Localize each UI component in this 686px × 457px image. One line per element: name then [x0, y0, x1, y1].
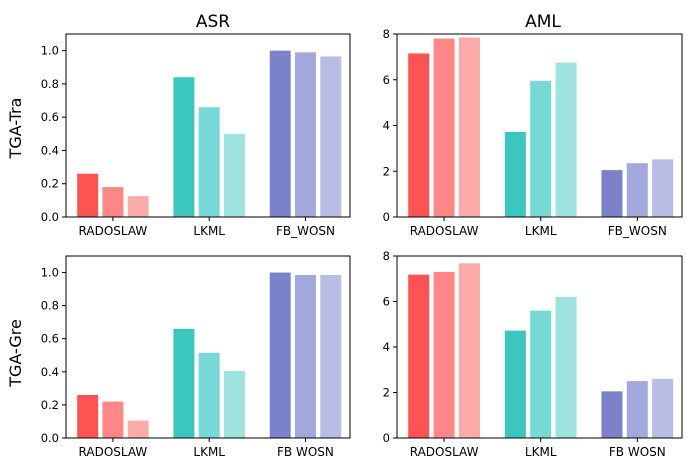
aml-tga-gre-bar	[626, 381, 648, 439]
aml-tga-gre-axes-frame	[396, 255, 683, 439]
asr-tga-tra-bar	[320, 56, 342, 218]
aml-tga-gre-bar	[504, 330, 526, 438]
aml-tga-gre-xtick-label: LKML	[525, 445, 557, 457]
aml-tga-tra-ytick-label: 8	[383, 27, 390, 41]
asr-tga-gre-bar	[198, 352, 220, 438]
asr-tga-tra-axes-frame	[65, 33, 351, 218]
tga-tra-row-label: TGA-Tra	[6, 98, 25, 160]
aml-tga-tra-ytick-label: 2	[383, 164, 390, 178]
aml-tga-tra-panel: RADOSLAW LKML FB_WOSN 0 2 4 6 8	[383, 27, 683, 238]
aml-tga-gre-bar	[433, 271, 455, 438]
aml-tga-tra-ytick-label: 4	[383, 119, 390, 133]
aml-tga-tra-ytick-label: 6	[383, 73, 390, 87]
asr-tga-tra-ytick-label: 0.6	[41, 110, 59, 124]
asr-tga-tra-ytick-label: 0.2	[41, 177, 59, 191]
aml-tga-tra-bar	[504, 131, 526, 217]
asr-tga-tra-xtick-label: FB_WOSN	[276, 224, 335, 238]
aml-tga-gre-xtick-label: RADOSLAW	[410, 445, 479, 457]
aml-tga-tra-xtick-label: FB_WOSN	[608, 224, 667, 238]
asr-tga-tra-bar	[102, 187, 124, 217]
aml-tga-tra-xtick-label: LKML	[525, 224, 557, 238]
asr-tga-tra-xtick-label: LKML	[193, 224, 225, 238]
asr-tga-tra-bar	[224, 133, 245, 217]
asr-panel-title: ASR	[196, 12, 230, 32]
asr-tga-gre-xtick-label: RADOSLAW	[79, 445, 148, 457]
aml-tga-tra-bar	[408, 53, 430, 217]
aml-tga-tra-bar	[626, 163, 648, 217]
aml-tga-tra-ytick-label: 0	[383, 210, 390, 224]
asr-tga-gre-bar	[224, 370, 245, 438]
aml-tga-gre-ytick-label: 2	[383, 386, 390, 400]
asr-tga-gre-ytick-label: 1.0	[41, 266, 59, 280]
aml-tga-tra-bar	[530, 80, 552, 217]
aml-tga-gre-ytick-label: 6	[383, 295, 390, 309]
asr-tga-tra-ytick-label: 0.0	[41, 210, 59, 224]
aml-tga-gre-bar	[530, 310, 552, 438]
tga-gre-row-label: TGA-Gre	[6, 319, 25, 388]
asr-tga-gre-panel: RADOSLAW LKML FB WOSN 0.0 0.2 0.4 0.6 0.8 1.0	[41, 255, 351, 457]
aml-tga-tra-bar	[652, 159, 674, 217]
asr-tga-gre-xtick-label: LKML	[193, 445, 225, 457]
aml-tga-gre-bar	[458, 263, 480, 438]
asr-tga-tra-bar	[127, 196, 149, 217]
aml-tga-tra-bar	[458, 37, 480, 218]
aml-tga-tra-bar	[433, 38, 455, 217]
aml-tga-tra-axes-frame	[396, 33, 683, 218]
aml-tga-tra-bar	[601, 170, 623, 217]
asr-tga-gre-xtick-label: FB WOSN	[277, 445, 334, 457]
aml-tga-tra-bar	[555, 62, 577, 218]
aml-tga-gre-bar	[601, 391, 623, 438]
asr-tga-tra-bar	[198, 107, 220, 217]
asr-tga-tra-xtick-label: RADOSLAW	[79, 224, 148, 238]
asr-tga-tra-panel: RADOSLAW LKML FB_WOSN 0.0 0.2 0.4 0.6 0.8 1.0	[41, 33, 351, 238]
asr-tga-gre-bar	[269, 272, 291, 438]
asr-tga-tra-bar	[295, 52, 316, 217]
asr-tga-gre-bar	[320, 275, 342, 438]
aml-panel-title: AML	[525, 12, 561, 32]
aml-tga-gre-panel: RADOSLAW LKML FB WOSN 0 2 4 6 8	[383, 249, 683, 457]
asr-tga-gre-bar	[173, 328, 195, 438]
asr-tga-tra-bar	[77, 173, 99, 217]
aml-tga-gre-bar	[408, 274, 430, 438]
asr-tga-gre-ytick-label: 0.2	[41, 398, 59, 412]
aml-tga-gre-bar	[555, 296, 577, 438]
asr-tga-gre-ytick-label: 0.8	[41, 299, 59, 313]
aml-tga-gre-ytick-label: 8	[383, 249, 390, 263]
asr-tga-tra-bar	[173, 77, 195, 217]
asr-tga-gre-ytick-label: 0.6	[41, 332, 59, 346]
aml-tga-gre-xtick-label: FB WOSN	[609, 445, 666, 457]
asr-tga-gre-ytick-label: 0.4	[41, 365, 59, 379]
aml-tga-tra-xtick-label: RADOSLAW	[410, 224, 479, 238]
aml-tga-gre-ytick-label: 0	[383, 431, 390, 445]
asr-tga-tra-ytick-label: 1.0	[41, 44, 59, 58]
asr-tga-gre-bar	[295, 275, 316, 438]
asr-tga-tra-ytick-label: 0.4	[41, 143, 59, 157]
asr-tga-gre-bar	[77, 394, 99, 438]
aml-tga-gre-bar	[652, 378, 674, 438]
asr-tga-gre-ytick-label: 0.0	[41, 431, 59, 445]
aml-tga-gre-ytick-label: 4	[383, 340, 390, 354]
asr-tga-gre-bar	[102, 401, 124, 438]
asr-tga-tra-ytick-label: 0.8	[41, 77, 59, 91]
asr-tga-tra-bar	[269, 50, 291, 217]
asr-tga-gre-bar	[127, 420, 149, 438]
asr-tga-gre-axes-frame	[65, 255, 351, 439]
